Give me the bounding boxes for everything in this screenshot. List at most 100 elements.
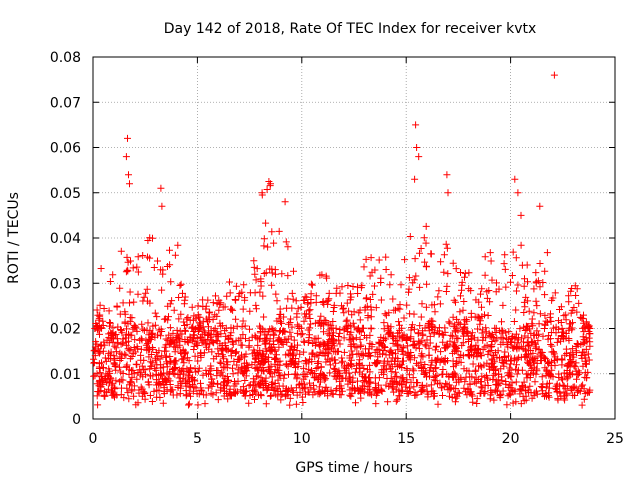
data-point xyxy=(437,348,445,356)
data-point xyxy=(245,399,253,407)
data-point xyxy=(245,337,253,345)
data-point xyxy=(312,298,320,306)
data-point xyxy=(443,381,451,389)
data-point xyxy=(385,361,393,369)
data-point xyxy=(418,367,426,375)
data-point xyxy=(348,362,356,370)
data-point xyxy=(310,335,318,343)
data-point xyxy=(488,355,496,363)
data-point xyxy=(451,327,459,335)
data-point xyxy=(252,301,260,309)
data-point xyxy=(95,388,103,396)
data-point xyxy=(324,341,332,349)
data-point xyxy=(488,389,496,397)
data-point xyxy=(217,360,225,367)
data-point xyxy=(127,379,135,387)
data-point xyxy=(413,144,421,151)
x-tick-label: 25 xyxy=(606,431,624,447)
data-point xyxy=(451,398,459,406)
data-point xyxy=(529,349,537,357)
data-point xyxy=(346,391,354,399)
data-point xyxy=(340,348,348,356)
data-point xyxy=(516,325,524,333)
data-point xyxy=(194,367,202,375)
data-point xyxy=(421,258,429,266)
data-point xyxy=(197,379,204,387)
data-point xyxy=(398,335,406,343)
data-point xyxy=(100,391,108,399)
data-point xyxy=(284,335,292,343)
data-point xyxy=(121,350,129,358)
data-point xyxy=(123,325,130,333)
data-point xyxy=(362,295,370,303)
data-point xyxy=(223,292,231,300)
data-point xyxy=(531,378,539,386)
data-point xyxy=(176,282,184,289)
data-point xyxy=(489,376,497,383)
data-point xyxy=(570,304,578,311)
data-point xyxy=(392,354,400,362)
tick-marks xyxy=(92,56,616,420)
data-point xyxy=(554,396,562,404)
x-tick-label: 0 xyxy=(89,431,98,447)
data-point xyxy=(452,378,460,386)
data-point xyxy=(579,333,587,341)
data-point xyxy=(138,336,146,344)
data-point xyxy=(374,388,382,396)
data-point xyxy=(159,399,167,407)
data-point xyxy=(119,339,127,347)
data-point xyxy=(252,333,260,341)
data-point xyxy=(227,324,235,332)
data-point xyxy=(315,374,323,382)
data-point xyxy=(272,290,280,298)
data-point xyxy=(575,299,583,307)
data-point xyxy=(391,360,399,368)
data-point xyxy=(239,305,247,313)
data-point xyxy=(562,311,570,319)
data-point xyxy=(175,294,183,301)
data-point xyxy=(126,314,134,321)
data-point xyxy=(140,293,148,301)
data-point xyxy=(266,392,274,400)
data-point xyxy=(127,257,134,265)
data-point xyxy=(275,227,283,235)
data-point xyxy=(416,249,423,257)
data-point xyxy=(312,365,320,372)
data-point xyxy=(306,379,313,387)
data-point xyxy=(207,365,215,373)
data-point xyxy=(210,326,218,334)
data-point xyxy=(348,335,356,343)
data-point xyxy=(174,343,182,351)
data-point xyxy=(511,335,519,343)
data-point xyxy=(512,398,520,406)
data-point xyxy=(246,381,254,389)
data-point xyxy=(94,311,102,319)
data-point xyxy=(505,371,513,379)
data-point xyxy=(320,349,328,357)
data-point xyxy=(336,329,344,337)
data-point xyxy=(347,356,355,364)
data-point xyxy=(512,306,520,314)
data-point xyxy=(477,290,484,298)
data-point xyxy=(544,335,552,343)
data-point xyxy=(93,392,101,400)
data-point xyxy=(316,342,324,350)
data-point xyxy=(472,366,480,374)
data-point xyxy=(294,363,302,371)
data-point xyxy=(310,385,318,393)
data-point xyxy=(334,347,342,355)
data-point xyxy=(410,383,418,391)
data-point xyxy=(498,318,505,326)
data-point xyxy=(520,282,528,290)
data-point xyxy=(421,361,429,368)
data-point xyxy=(410,276,418,284)
data-point xyxy=(483,294,491,302)
data-point xyxy=(126,180,133,188)
data-point xyxy=(272,270,279,278)
data-point xyxy=(455,354,463,361)
data-point xyxy=(583,337,591,345)
data-point xyxy=(366,385,374,393)
data-point xyxy=(328,354,336,362)
y-tick-label: 0.06 xyxy=(50,141,81,157)
data-point xyxy=(403,301,411,309)
